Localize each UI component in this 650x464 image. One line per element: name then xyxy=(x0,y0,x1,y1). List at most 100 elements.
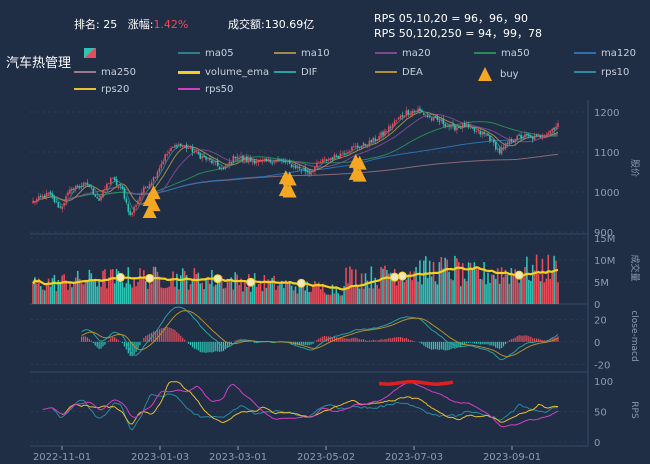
volume-bar xyxy=(172,271,174,304)
legend-item-ma50[interactable]: ma50 xyxy=(474,48,530,59)
candle-body xyxy=(162,161,165,165)
macd-histogram-bar xyxy=(318,338,320,342)
candle-body xyxy=(224,165,227,169)
volume-bar xyxy=(80,283,83,304)
volume-bar xyxy=(335,288,338,304)
macd-histogram-bar xyxy=(86,337,89,342)
candle-body xyxy=(391,123,394,128)
volume-bar xyxy=(222,288,225,304)
volume-bar xyxy=(395,285,398,304)
volume-bar xyxy=(302,283,305,304)
candle-body xyxy=(528,134,530,136)
candle-body xyxy=(108,183,110,185)
candle-body xyxy=(446,125,448,128)
volume-bar xyxy=(316,283,318,304)
candle-body xyxy=(524,134,526,137)
candle-body xyxy=(413,110,415,112)
volume-bar xyxy=(508,283,511,304)
candle-body xyxy=(152,177,155,182)
volume-bar xyxy=(318,282,320,304)
candle-body xyxy=(67,192,69,196)
candle-body xyxy=(230,162,233,164)
candle-body xyxy=(522,136,524,138)
volume-bar xyxy=(458,262,460,304)
candle-body xyxy=(319,161,322,163)
candle-body xyxy=(494,142,497,150)
macd-histogram-bar xyxy=(401,337,404,342)
legend-item-DIF[interactable]: DIF xyxy=(274,67,317,78)
candle-body xyxy=(557,123,559,128)
macd-histogram-bar xyxy=(219,341,221,352)
candle-body xyxy=(304,167,307,172)
candle-body xyxy=(216,160,219,167)
buy-signal-arrow xyxy=(282,183,297,198)
legend-item-rps50[interactable]: rps50 xyxy=(178,84,233,95)
macd-histogram-bar xyxy=(477,341,479,344)
macd-histogram-bar xyxy=(524,335,526,342)
macd-histogram-bar xyxy=(205,341,207,353)
legend-item-buy[interactable]: buy xyxy=(474,67,519,81)
candle-body xyxy=(456,127,458,131)
volume-bar xyxy=(308,292,310,304)
macd-histogram-bar xyxy=(116,338,118,342)
volume-bar xyxy=(108,277,110,304)
macd-histogram-bar xyxy=(467,341,470,343)
volume-bar xyxy=(463,278,466,304)
candle-body xyxy=(168,151,170,154)
volume-bar xyxy=(224,287,227,304)
macd-histogram-bar xyxy=(139,341,141,346)
volume-bar xyxy=(403,282,406,304)
macd-histogram-bar xyxy=(316,339,318,342)
volume-bar xyxy=(386,270,388,304)
candle-body xyxy=(156,171,159,178)
macd-histogram-bar xyxy=(471,341,474,343)
macd-histogram-bar xyxy=(215,341,217,352)
legend-item-ma05[interactable]: ma05 xyxy=(178,48,234,59)
volume-bar xyxy=(485,284,487,304)
legend-item-rps20[interactable]: rps20 xyxy=(74,84,129,95)
candle-body xyxy=(347,152,349,154)
candle-body xyxy=(465,124,468,127)
volume-bar xyxy=(96,286,98,304)
volume-bar xyxy=(187,289,190,304)
volume-bar xyxy=(456,258,458,304)
candle-body xyxy=(133,206,135,214)
macd-histogram-bar xyxy=(380,339,382,342)
candle-body xyxy=(461,124,464,128)
volume-bar xyxy=(220,275,223,304)
macd-histogram-bar xyxy=(522,335,524,342)
volume-bar xyxy=(553,255,555,304)
volume-bar xyxy=(102,270,104,304)
candle-body xyxy=(214,161,217,162)
macd-histogram-bar xyxy=(125,341,127,350)
legend-item-volume-ema[interactable]: volume_ema xyxy=(178,67,269,78)
legend-item-ma120[interactable]: ma120 xyxy=(574,48,636,59)
volume-bar xyxy=(487,272,489,304)
candle-body xyxy=(504,143,507,148)
volume-ema-line xyxy=(32,266,558,291)
macd-histogram-bar xyxy=(534,338,536,342)
macd-histogram-bar xyxy=(427,341,429,349)
volume-bar xyxy=(539,281,542,304)
candle-body xyxy=(475,131,478,132)
candle-body xyxy=(341,153,343,155)
candle-body xyxy=(327,159,330,161)
candle-body xyxy=(36,199,38,203)
volume-bar xyxy=(504,269,507,304)
candle-body xyxy=(306,170,308,172)
candle-body xyxy=(483,132,485,135)
legend-item-ma250[interactable]: ma250 xyxy=(74,67,136,78)
volume-bar xyxy=(286,282,289,304)
candle-body xyxy=(537,135,540,137)
legend-item-rps10[interactable]: rps10 xyxy=(574,67,629,78)
volume-bar xyxy=(251,279,254,304)
candle-body xyxy=(102,190,104,198)
legend-item-ma20[interactable]: ma20 xyxy=(375,48,431,59)
macd-histogram-bar xyxy=(392,337,394,342)
macd-histogram-bar xyxy=(209,341,211,353)
legend-item-DEA[interactable]: DEA xyxy=(375,67,423,78)
legend-item-ma10[interactable]: ma10 xyxy=(274,48,330,59)
volume-bar xyxy=(535,254,538,304)
candle-body xyxy=(430,118,433,120)
candle-body xyxy=(388,126,390,133)
